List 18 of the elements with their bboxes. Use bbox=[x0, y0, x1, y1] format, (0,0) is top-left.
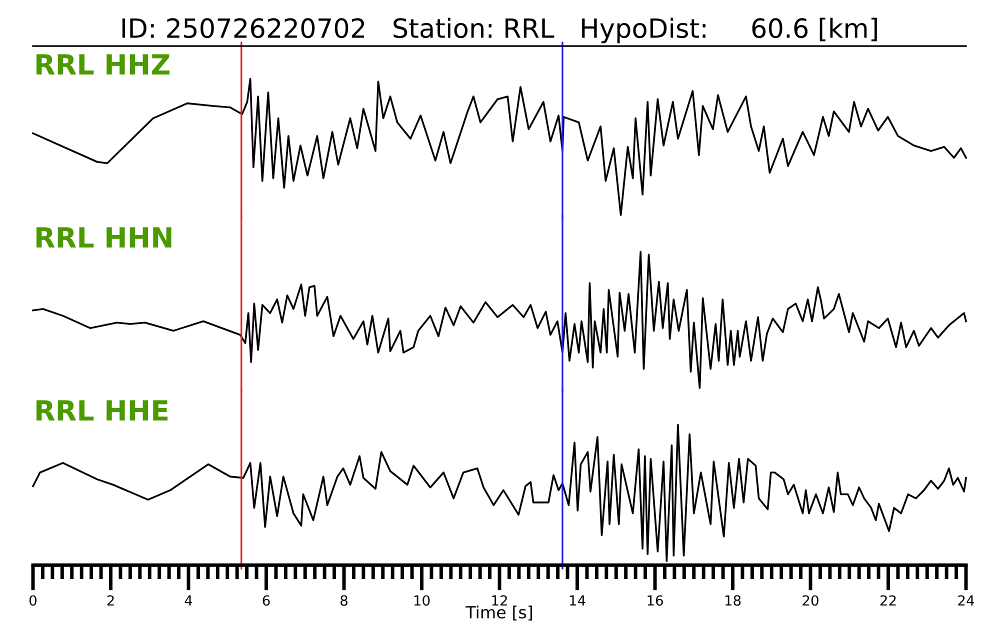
x-tick-label: 14 bbox=[570, 595, 586, 606]
x-tick-label: 0 bbox=[29, 595, 36, 606]
x-tick-label: 6 bbox=[262, 595, 270, 606]
x-axis-title: Time [s] bbox=[466, 606, 532, 621]
x-tick-label: 10 bbox=[414, 595, 430, 606]
series-label: RRL HHE bbox=[36, 400, 168, 421]
x-tick-label: 12 bbox=[492, 595, 507, 606]
x-tick-label: 2 bbox=[107, 595, 114, 606]
x-tick-label: 22 bbox=[880, 595, 896, 606]
text: RRL HHN bbox=[36, 227, 172, 248]
chart-title: ID: 250726220702 Station: RRL HypoDist: 60.6 [km] bbox=[122, 18, 877, 44]
x-tick-label: 16 bbox=[648, 595, 663, 606]
x-tick-label: 24 bbox=[958, 595, 974, 606]
x-tick-label: 8 bbox=[340, 595, 348, 606]
x-tick-label: 20 bbox=[802, 595, 818, 606]
series-label: RRL HHZ bbox=[36, 54, 170, 75]
x-tick-label: 4 bbox=[184, 595, 192, 606]
x-tick-label: 18 bbox=[725, 595, 741, 606]
